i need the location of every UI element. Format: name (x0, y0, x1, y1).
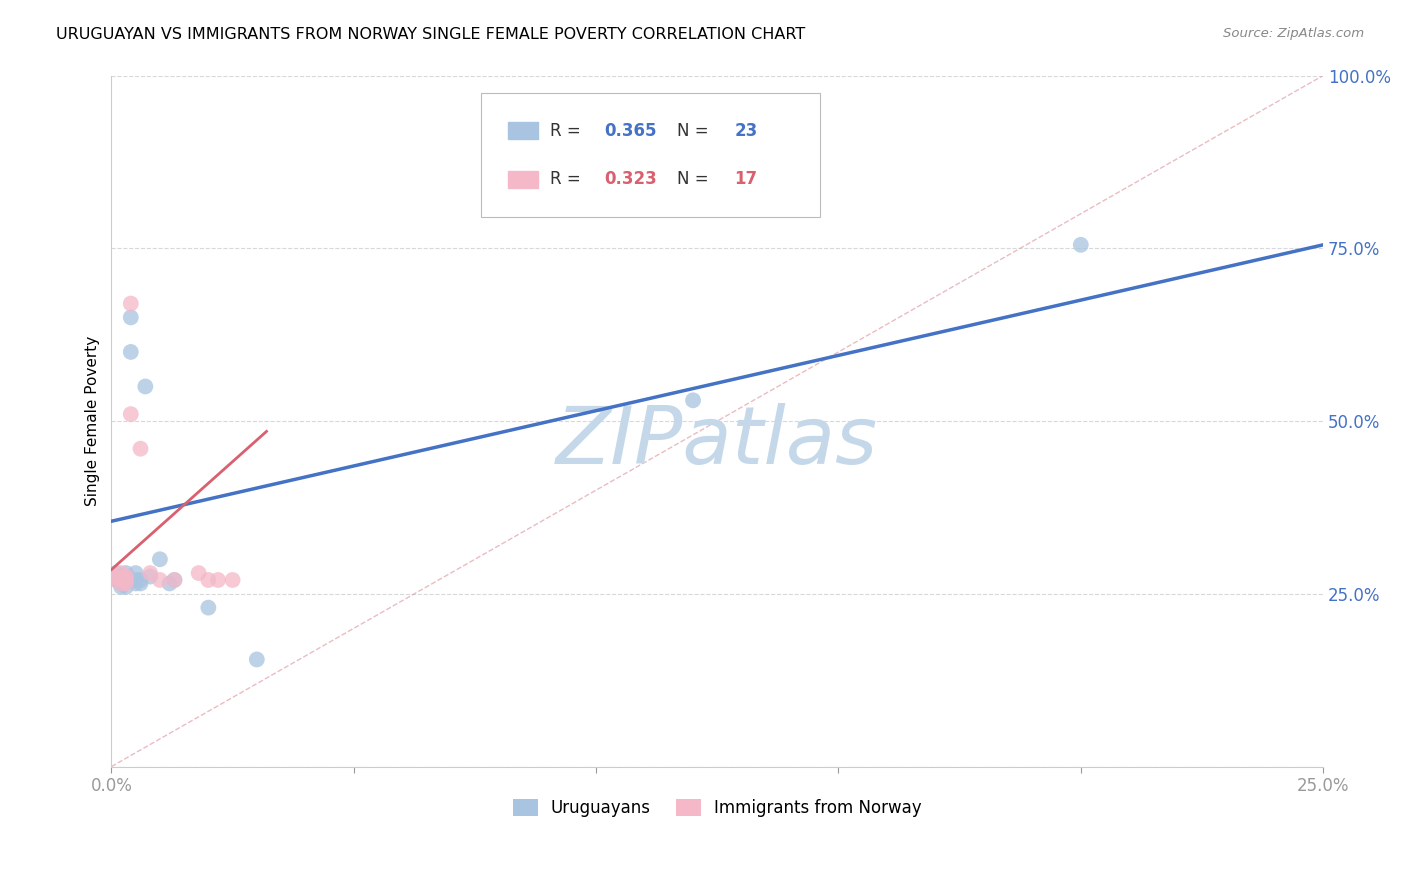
Point (110, 580, 132, 594)
Point (105, 569, 128, 583)
Point (105, 566, 128, 580)
Bar (508, 170, 538, 188)
Point (139, 566, 162, 580)
Point (120, 296, 142, 310)
Text: N =: N = (678, 121, 714, 140)
Point (110, 576, 132, 591)
Y-axis label: Single Female Poverty: Single Female Poverty (86, 336, 100, 506)
Point (682, 393, 704, 408)
Point (115, 576, 138, 591)
Point (115, 573, 138, 587)
Point (134, 379, 156, 393)
Point (149, 552, 172, 566)
Bar (508, 122, 538, 139)
Point (149, 573, 172, 587)
Text: 23: 23 (734, 121, 758, 140)
Text: N =: N = (678, 170, 714, 188)
Text: R =: R = (550, 121, 586, 140)
Point (221, 573, 243, 587)
Point (129, 442, 152, 456)
Point (120, 407, 142, 421)
Point (105, 573, 128, 587)
Point (129, 573, 152, 587)
Point (163, 573, 186, 587)
Point (246, 652, 269, 666)
Point (115, 580, 138, 594)
Point (197, 573, 219, 587)
Point (139, 569, 162, 583)
Point (115, 566, 138, 580)
Text: Source: ZipAtlas.com: Source: ZipAtlas.com (1223, 27, 1364, 40)
Point (110, 576, 132, 591)
Point (129, 576, 152, 591)
Point (120, 345, 142, 359)
Point (207, 573, 229, 587)
Point (105, 573, 128, 587)
Text: R =: R = (550, 170, 586, 188)
Point (197, 600, 219, 615)
Text: 0.365: 0.365 (605, 121, 657, 140)
Text: 17: 17 (734, 170, 758, 188)
Point (115, 569, 138, 583)
FancyBboxPatch shape (481, 93, 820, 217)
Point (159, 576, 181, 591)
Point (1070, 237, 1092, 252)
Point (187, 566, 209, 580)
Text: URUGUAYAN VS IMMIGRANTS FROM NORWAY SINGLE FEMALE POVERTY CORRELATION CHART: URUGUAYAN VS IMMIGRANTS FROM NORWAY SING… (56, 27, 806, 42)
Point (120, 310, 142, 325)
Point (115, 573, 138, 587)
Legend: Uruguayans, Immigrants from Norway: Uruguayans, Immigrants from Norway (506, 792, 928, 824)
Point (124, 566, 146, 580)
Point (124, 573, 146, 587)
Point (110, 566, 132, 580)
Text: 0.323: 0.323 (605, 170, 658, 188)
Point (163, 573, 186, 587)
Text: ZIPatlas: ZIPatlas (557, 403, 879, 481)
Point (124, 576, 146, 591)
